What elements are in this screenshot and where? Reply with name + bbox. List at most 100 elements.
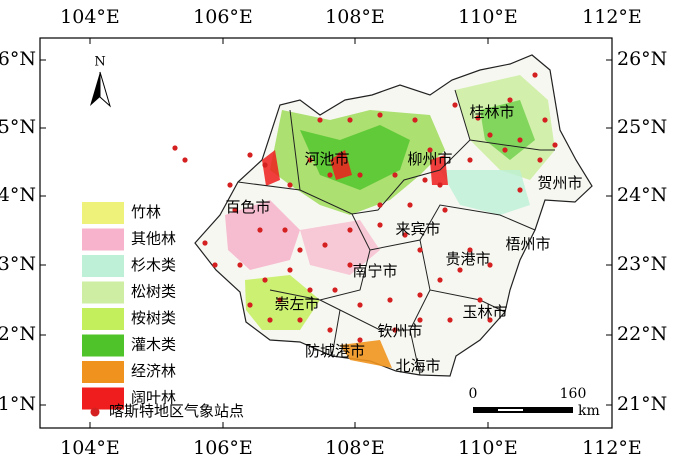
north-arrow-right <box>99 71 111 108</box>
station-dot <box>412 117 418 123</box>
city-label: 崇左市 <box>274 295 319 313</box>
station-dot <box>467 247 473 253</box>
station-dot <box>287 182 293 188</box>
station-dot <box>287 267 293 273</box>
forest-patch <box>300 220 380 275</box>
station-dot <box>212 262 218 268</box>
north-label: N <box>94 55 105 70</box>
forest-patch <box>245 275 320 330</box>
legend-swatch <box>82 202 124 224</box>
station-dot <box>377 112 383 118</box>
station-dot <box>377 202 383 208</box>
forest-patch <box>440 170 530 215</box>
right-tick-label: 25°N <box>617 116 667 138</box>
station-dot <box>387 297 393 303</box>
legend-swatch <box>82 361 124 383</box>
right-tick-label: 21°N <box>617 393 667 415</box>
legend-swatch <box>82 228 124 251</box>
city-label: 百色市 <box>225 198 270 216</box>
legend-label: 灌木类 <box>131 336 176 354</box>
station-dot <box>307 287 313 293</box>
station-dot <box>487 132 493 138</box>
city-label: 北海市 <box>395 357 440 375</box>
station-dot <box>417 317 423 323</box>
station-dot <box>507 97 513 103</box>
forest-patch <box>480 100 535 160</box>
station-dot <box>475 115 481 121</box>
station-dot <box>247 152 253 158</box>
city-label: 桂林市 <box>469 103 514 121</box>
city-label: 柳州市 <box>407 150 452 168</box>
station-dot <box>477 297 483 303</box>
city-boundary <box>237 89 555 376</box>
station-dot <box>437 182 443 188</box>
station-dot <box>427 147 433 153</box>
left-tick-label: 23°N <box>0 253 36 275</box>
scale-bar <box>473 407 573 413</box>
top-tick-label: 108°E <box>325 6 385 28</box>
station-dot <box>517 137 523 143</box>
legend-label: 杉木类 <box>131 256 176 274</box>
station-dot <box>282 227 288 233</box>
station-dot <box>172 145 178 151</box>
legend-swatch <box>82 334 124 357</box>
city-label: 钦州市 <box>377 322 422 340</box>
top-tick-label: 110°E <box>458 6 518 28</box>
city-label: 南宁市 <box>352 262 397 280</box>
legend-station-label: 喀斯特地区气象站点 <box>109 402 244 420</box>
city-label: 玉林市 <box>462 303 507 321</box>
station-dot <box>232 207 238 213</box>
city-label: 梧州市 <box>505 235 550 253</box>
right-tick-label: 23°N <box>617 253 667 275</box>
station-dot <box>347 117 353 123</box>
station-dot <box>237 262 243 268</box>
station-dot <box>297 247 303 253</box>
station-dot <box>347 227 353 233</box>
station-dot <box>262 277 268 283</box>
left-tick-label: 25°N <box>0 116 36 138</box>
station-dot <box>202 240 208 246</box>
legend-label: 经济林 <box>131 362 176 380</box>
right-tick-label: 24°N <box>617 184 667 206</box>
station-dot <box>277 297 283 303</box>
forest-patch <box>340 340 392 368</box>
legend-swatch <box>82 255 124 277</box>
province <box>194 54 593 377</box>
station-dot <box>337 152 343 158</box>
station-dot <box>457 267 463 273</box>
station-dot <box>317 117 323 123</box>
left-tick-label: 24°N <box>0 184 36 206</box>
forest-patch <box>225 200 300 270</box>
top-tick-label: 104°E <box>60 6 120 28</box>
station-dot <box>227 182 233 188</box>
station-dot <box>347 262 353 268</box>
top-tick-label: 106°E <box>193 6 253 28</box>
legend-station-dot <box>90 407 100 417</box>
legend-label: 桉树类 <box>131 309 176 327</box>
station-dot <box>487 317 493 323</box>
station-dot <box>322 242 328 248</box>
station-dot <box>417 292 423 298</box>
station-dot <box>262 162 268 168</box>
bottom-tick-label: 106°E <box>193 437 253 459</box>
station-dot <box>502 147 508 153</box>
legend-label: 其他林 <box>131 230 176 248</box>
station-dot <box>257 227 263 233</box>
station-dot <box>327 172 333 178</box>
station-dot <box>422 177 428 183</box>
station-dot <box>452 102 458 108</box>
station-dot <box>552 142 558 148</box>
forest-patch <box>300 125 410 190</box>
stations <box>172 72 558 343</box>
station-dot <box>532 72 538 78</box>
station-dot <box>332 287 338 293</box>
left-tick-label: 22°N <box>0 323 36 345</box>
station-dot <box>517 187 523 193</box>
station-dot <box>307 157 313 163</box>
station-dot <box>357 302 363 308</box>
top-tick-label: 112°E <box>582 6 642 28</box>
bottom-tick-label: 110°E <box>458 437 518 459</box>
station-dot <box>247 302 253 308</box>
right-tick-label: 26°N <box>617 48 667 70</box>
